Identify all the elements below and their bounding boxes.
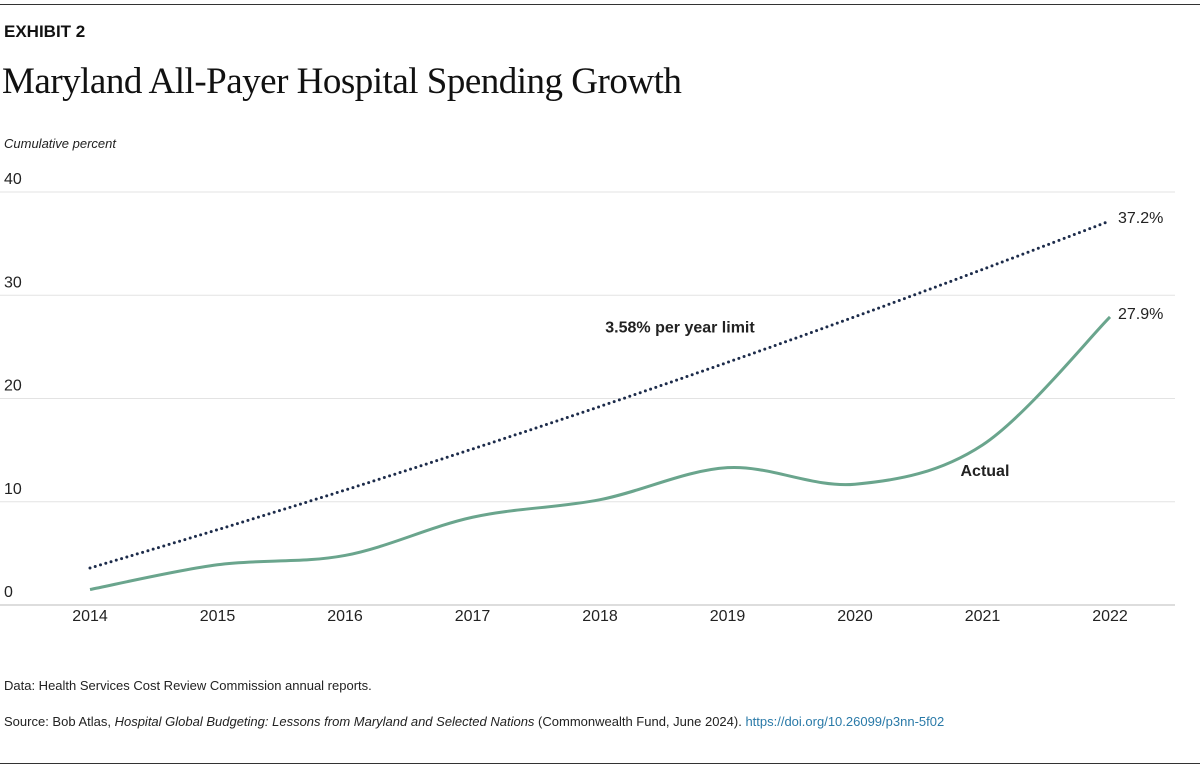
- x-tick-label: 2021: [965, 608, 1001, 625]
- exhibit-label: EXHIBIT 2: [4, 22, 86, 41]
- chart: 0 10 20 30 40 2014 2015 2016 2017 2018 2019 2020 202…: [0, 171, 1175, 625]
- y-tick-label: 30: [4, 274, 22, 291]
- x-tick-label: 2022: [1092, 608, 1128, 625]
- x-tick-label: 2014: [72, 608, 108, 625]
- y-tick-label: 0: [4, 584, 13, 601]
- value-label: 27.9%: [1118, 306, 1163, 323]
- source-prefix: Source: Bob Atlas,: [4, 714, 115, 729]
- y-tick-label: 40: [4, 171, 22, 188]
- series-line: [89, 315, 1112, 591]
- data-note: Data: Health Services Cost Review Commis…: [4, 678, 372, 693]
- source-suffix: (Commonwealth Fund, June 2024).: [534, 714, 746, 729]
- series-annotation: Actual: [961, 463, 1010, 480]
- source-note: Source: Bob Atlas, Hospital Global Budge…: [4, 714, 944, 729]
- source-link[interactable]: https://doi.org/10.26099/p3nn-5f02: [745, 714, 945, 729]
- x-tick-label: 2016: [327, 608, 363, 625]
- x-tick-label: 2015: [200, 608, 236, 625]
- source-title: Hospital Global Budgeting: Lessons from …: [114, 714, 535, 729]
- x-tick-label: 2018: [582, 608, 618, 625]
- top-rule: [0, 4, 1200, 5]
- value-label: 37.2%: [1118, 210, 1163, 227]
- bottom-rule: [0, 763, 1200, 764]
- y-tick-label: 10: [4, 481, 22, 498]
- chart-title: Maryland All-Payer Hospital Spending Gro…: [2, 61, 682, 102]
- series-line: [88, 219, 1112, 570]
- series-annotation: 3.58% per year limit: [605, 320, 755, 337]
- x-tick-label: 2017: [455, 608, 491, 625]
- y-tick-label: 20: [4, 378, 22, 395]
- x-tick-label: 2020: [837, 608, 873, 625]
- y-axis-label: Cumulative percent: [4, 136, 116, 151]
- x-tick-label: 2019: [710, 608, 746, 625]
